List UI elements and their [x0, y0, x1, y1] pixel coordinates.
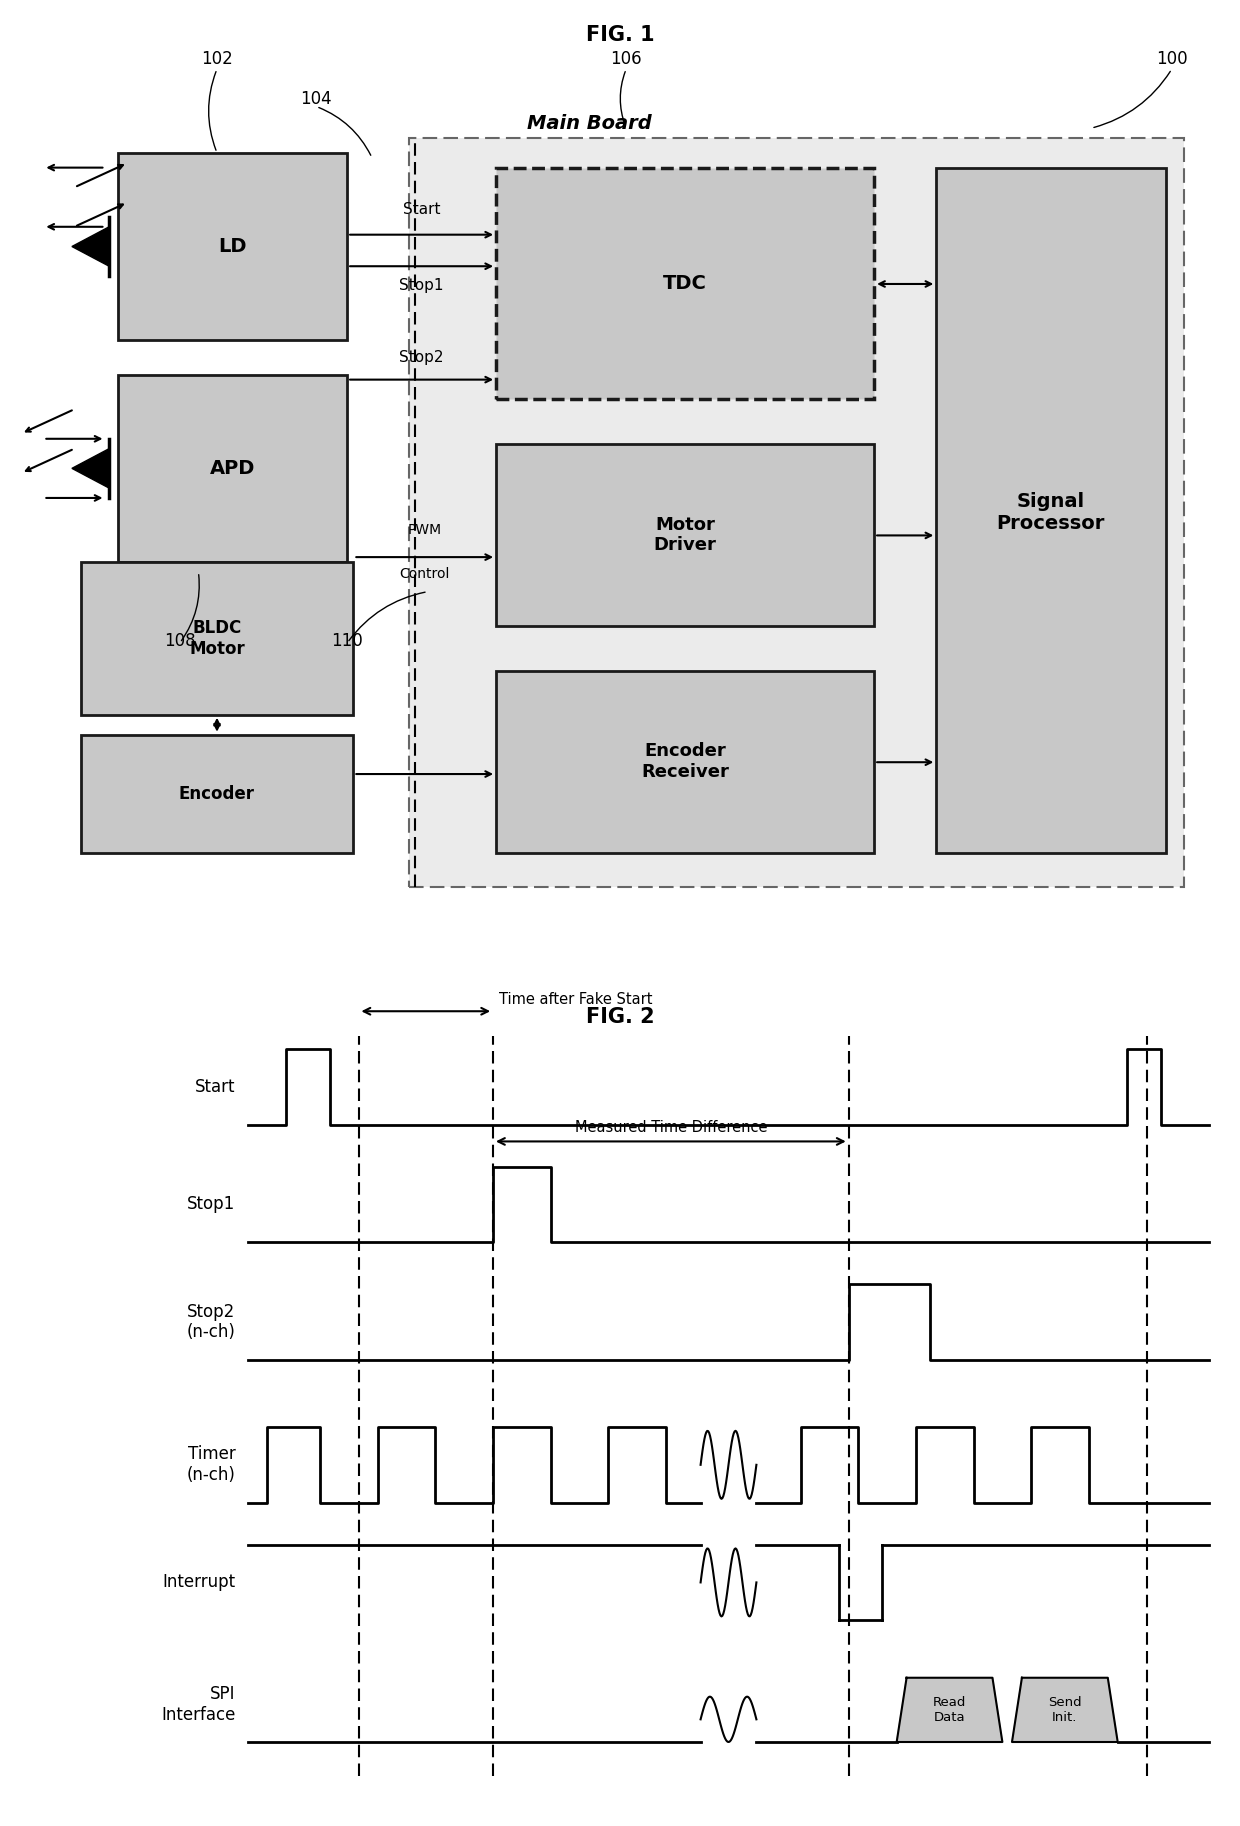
Text: 102: 102 — [201, 49, 233, 68]
Text: Start: Start — [403, 203, 440, 217]
Polygon shape — [72, 226, 109, 267]
Text: PWM: PWM — [408, 524, 441, 537]
Text: Main Board: Main Board — [527, 113, 651, 133]
Polygon shape — [897, 1678, 1002, 1742]
Text: 100: 100 — [1156, 49, 1188, 68]
Text: Control: Control — [399, 568, 450, 581]
Bar — [936, 168, 1166, 853]
Bar — [496, 168, 874, 400]
Text: Timer
(n-ch): Timer (n-ch) — [187, 1446, 236, 1485]
Text: BLDC
Motor: BLDC Motor — [190, 619, 244, 657]
Text: 104: 104 — [300, 89, 332, 108]
Bar — [81, 562, 353, 716]
Text: FIG. 2: FIG. 2 — [585, 1008, 655, 1026]
Text: Interrupt: Interrupt — [162, 1574, 236, 1592]
Bar — [409, 139, 1184, 887]
Text: Stop1: Stop1 — [187, 1196, 236, 1214]
Text: Encoder: Encoder — [179, 785, 255, 803]
Bar — [496, 444, 874, 626]
Text: SPI
Interface: SPI Interface — [161, 1685, 236, 1724]
Text: Signal
Processor: Signal Processor — [997, 493, 1105, 533]
Text: Measured Time Difference: Measured Time Difference — [574, 1119, 768, 1134]
Bar — [118, 153, 347, 340]
Text: APD: APD — [210, 458, 255, 478]
Polygon shape — [1012, 1678, 1117, 1742]
Text: Stop2
(n-ch): Stop2 (n-ch) — [187, 1302, 236, 1342]
Text: 110: 110 — [331, 632, 363, 650]
Polygon shape — [72, 449, 109, 488]
Text: Time after Fake Start: Time after Fake Start — [500, 992, 652, 1008]
Text: Start: Start — [195, 1077, 236, 1096]
Text: FIG. 1: FIG. 1 — [585, 26, 655, 44]
Text: TDC: TDC — [663, 274, 707, 292]
Bar — [496, 670, 874, 853]
Text: Stop1: Stop1 — [399, 278, 444, 292]
Text: 106: 106 — [610, 49, 642, 68]
Text: 108: 108 — [164, 632, 196, 650]
Text: Send
Init.: Send Init. — [1048, 1696, 1081, 1724]
Bar — [118, 374, 347, 562]
Text: Encoder
Receiver: Encoder Receiver — [641, 743, 729, 782]
Text: Motor
Driver: Motor Driver — [653, 515, 717, 555]
Text: Stop2: Stop2 — [399, 351, 444, 365]
Bar — [81, 734, 353, 853]
Text: LD: LD — [218, 237, 247, 256]
Text: Read
Data: Read Data — [932, 1696, 966, 1724]
